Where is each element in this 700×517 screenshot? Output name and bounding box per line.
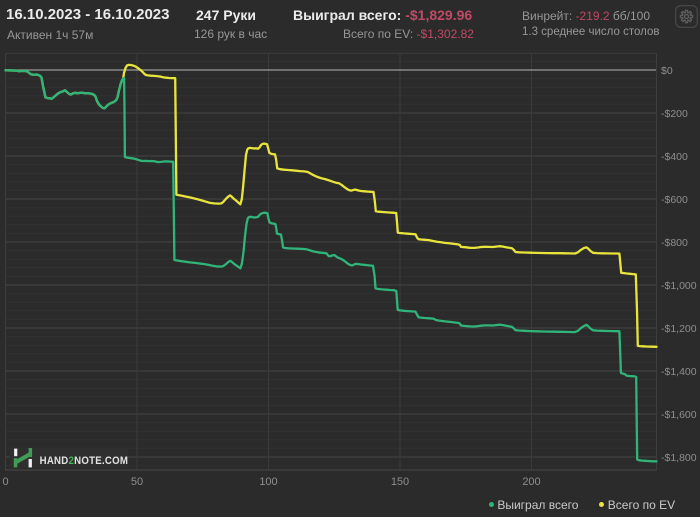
svg-text:-$1,600: -$1,600 <box>661 409 697 421</box>
svg-text:100: 100 <box>259 476 277 488</box>
svg-text:-$1,200: -$1,200 <box>661 323 697 335</box>
svg-text:150: 150 <box>391 476 409 488</box>
svg-text:50: 50 <box>131 476 143 488</box>
svg-text:-$200: -$200 <box>661 108 688 120</box>
svg-text:-$1,800: -$1,800 <box>661 452 697 464</box>
svg-text:0: 0 <box>2 476 8 488</box>
svg-text:HAND2NOTE.COM: HAND2NOTE.COM <box>40 454 128 467</box>
svg-text:$0: $0 <box>661 65 673 77</box>
svg-text:200: 200 <box>522 476 540 488</box>
svg-text:-$1,400: -$1,400 <box>661 366 697 378</box>
svg-text:-$600: -$600 <box>661 194 688 206</box>
svg-text:-$400: -$400 <box>661 151 688 163</box>
svg-text:-$1,000: -$1,000 <box>661 280 697 292</box>
svg-text:-$800: -$800 <box>661 237 688 249</box>
